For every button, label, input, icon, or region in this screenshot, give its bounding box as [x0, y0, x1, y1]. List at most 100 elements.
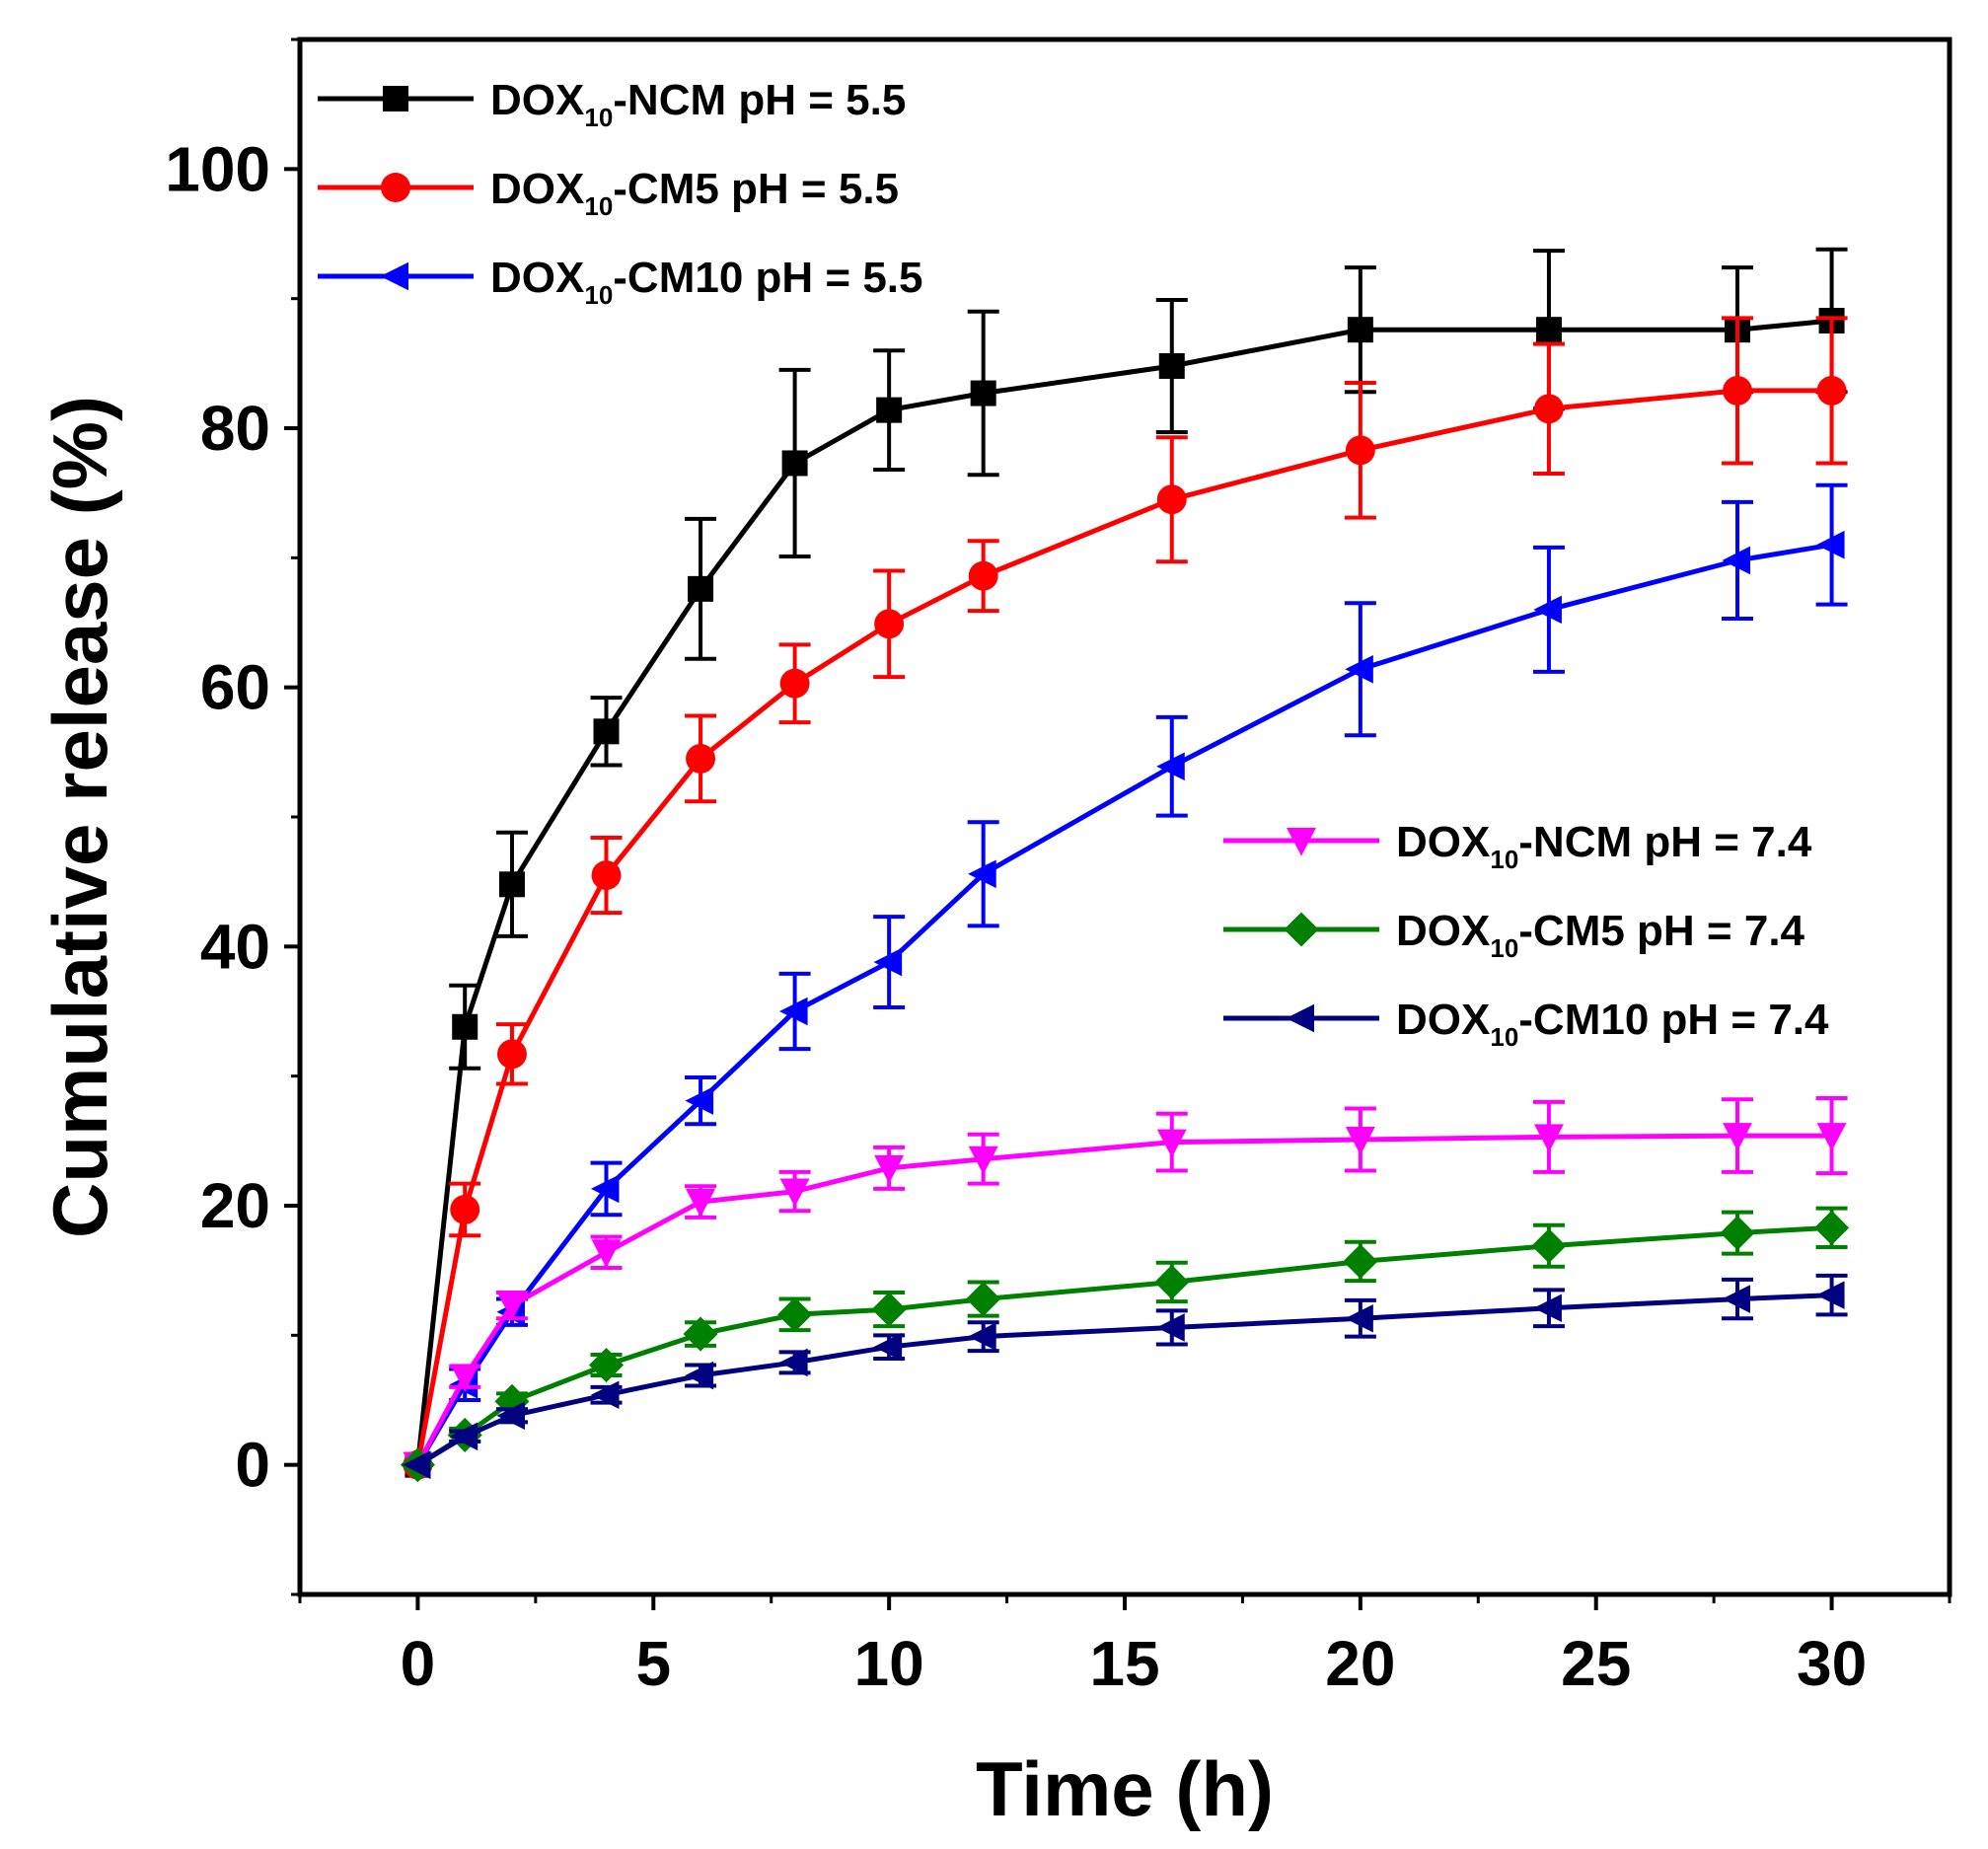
- data-point: [779, 1348, 808, 1377]
- x-tick-label: 20: [1325, 1628, 1395, 1699]
- data-point: [688, 575, 714, 602]
- data-point: [593, 718, 620, 745]
- series-6: [402, 1273, 1848, 1479]
- data-point: [1531, 1228, 1567, 1264]
- data-point: [1814, 1210, 1850, 1245]
- data-point: [871, 1292, 907, 1327]
- data-point: [496, 1401, 525, 1431]
- legend-marker: [383, 86, 408, 111]
- data-point: [1156, 1313, 1185, 1342]
- legend-top-left: DOX10-NCM pH = 5.5 DOX10-CM5 pH = 5.5 DOX1…: [318, 76, 923, 310]
- legend-entry: DOX10-NCM pH = 5.5: [318, 76, 906, 132]
- data-point: [1533, 1294, 1562, 1323]
- data-point: [1345, 435, 1375, 466]
- y-tick-label: 100: [165, 133, 270, 204]
- data-point: [1815, 530, 1845, 559]
- legend-entry: DOX10-CM5 pH = 5.5: [318, 165, 899, 221]
- data-point: [779, 1178, 810, 1208]
- data-point: [683, 1316, 718, 1352]
- axis-ticks: 0 5 10 15 20 25 30 0 20 40 60 80 100: [165, 37, 1951, 1699]
- data-point: [450, 1194, 480, 1224]
- data-point: [876, 397, 903, 423]
- data-point: [591, 1239, 622, 1268]
- y-tick-label: 40: [200, 911, 270, 982]
- data-point: [874, 609, 905, 639]
- data-point: [1535, 317, 1562, 343]
- data-point: [1533, 595, 1562, 625]
- data-point: [1533, 1124, 1564, 1152]
- legend-marker: [1284, 912, 1319, 947]
- data-point: [1343, 1243, 1378, 1280]
- x-axis-label: Time (h): [976, 1745, 1274, 1832]
- data-point: [779, 668, 810, 699]
- legend-label: DOX10-CM5 pH = 5.5: [490, 165, 899, 221]
- data-point: [968, 560, 998, 591]
- data-point: [450, 1364, 480, 1392]
- data-point: [874, 1154, 905, 1184]
- y-tick-label: 80: [200, 393, 270, 464]
- data-point: [1723, 375, 1752, 406]
- data-point: [1154, 1264, 1190, 1300]
- data-point: [777, 1296, 813, 1332]
- data-point: [781, 450, 808, 477]
- legend-marker: [380, 261, 408, 291]
- data-point: [685, 1361, 714, 1390]
- series-4: [403, 1095, 1848, 1481]
- data-point: [497, 1039, 527, 1070]
- data-point: [1156, 484, 1187, 515]
- data-point: [968, 1146, 998, 1175]
- data-point: [497, 1293, 527, 1321]
- data-point: [1345, 654, 1373, 684]
- data-point: [686, 1189, 716, 1218]
- data-point: [1158, 352, 1185, 379]
- y-axis-label: Cumulative release (%): [37, 396, 123, 1238]
- data-point: [970, 380, 996, 407]
- x-tick-label: 5: [635, 1628, 671, 1699]
- data-point: [873, 947, 903, 977]
- data-point: [590, 1174, 620, 1204]
- legend-label: DOX10-CM10 pH = 7.4: [1396, 996, 1829, 1052]
- legend-marker: [1286, 1003, 1314, 1033]
- data-point: [1533, 394, 1564, 424]
- x-tick-label: 25: [1561, 1628, 1631, 1699]
- y-tick-label: 0: [235, 1430, 270, 1501]
- data-point: [1347, 317, 1373, 343]
- data-point: [402, 1450, 431, 1479]
- data-point: [1722, 1285, 1751, 1313]
- data-point: [779, 997, 808, 1026]
- x-tick-label: 0: [401, 1628, 436, 1699]
- series-line: [416, 1224, 1832, 1467]
- x-tick-label: 15: [1089, 1628, 1159, 1699]
- series-line: [416, 1293, 1832, 1467]
- legend-entry: DOX10-CM10 pH = 5.5: [318, 254, 923, 310]
- data-point: [686, 743, 716, 774]
- legend-entry: DOX10-CM10 pH = 7.4: [1223, 996, 1829, 1052]
- legend-entry: DOX10-NCM pH = 7.4: [1223, 818, 1812, 874]
- data-point: [968, 859, 996, 889]
- legend-entry: DOX10-CM5 pH = 7.4: [1223, 907, 1805, 963]
- data-point: [1816, 1123, 1847, 1151]
- x-tick-label: 10: [854, 1628, 924, 1699]
- data-point: [1722, 546, 1751, 575]
- data-point: [1816, 375, 1847, 406]
- data-point: [1815, 1281, 1845, 1309]
- legend-layer: DOX10-NCM pH = 5.5 DOX10-CM5 pH = 5.5 DOX1…: [318, 76, 1829, 1052]
- data-point: [1345, 1127, 1375, 1155]
- x-tick-label: 30: [1797, 1628, 1867, 1699]
- data-point: [1720, 1216, 1755, 1251]
- data-point: [966, 1282, 1001, 1317]
- legend-label: DOX10-CM10 pH = 5.5: [490, 254, 923, 310]
- data-point: [498, 871, 525, 898]
- data-point: [449, 1422, 479, 1451]
- legend-label: DOX10-CM5 pH = 7.4: [1396, 907, 1805, 963]
- data-point: [685, 1086, 714, 1115]
- y-tick-label: 20: [200, 1170, 270, 1241]
- series-5: [400, 1206, 1850, 1483]
- legend-label: DOX10-NCM pH = 5.5: [490, 76, 906, 132]
- data-point: [591, 860, 622, 891]
- data-point: [1723, 1123, 1752, 1151]
- data-point: [1156, 752, 1185, 781]
- legend-middle-right: DOX10-NCM pH = 7.4 DOX10-CM5 pH = 7.4 DOX1…: [1223, 818, 1829, 1052]
- data-point: [452, 1013, 479, 1040]
